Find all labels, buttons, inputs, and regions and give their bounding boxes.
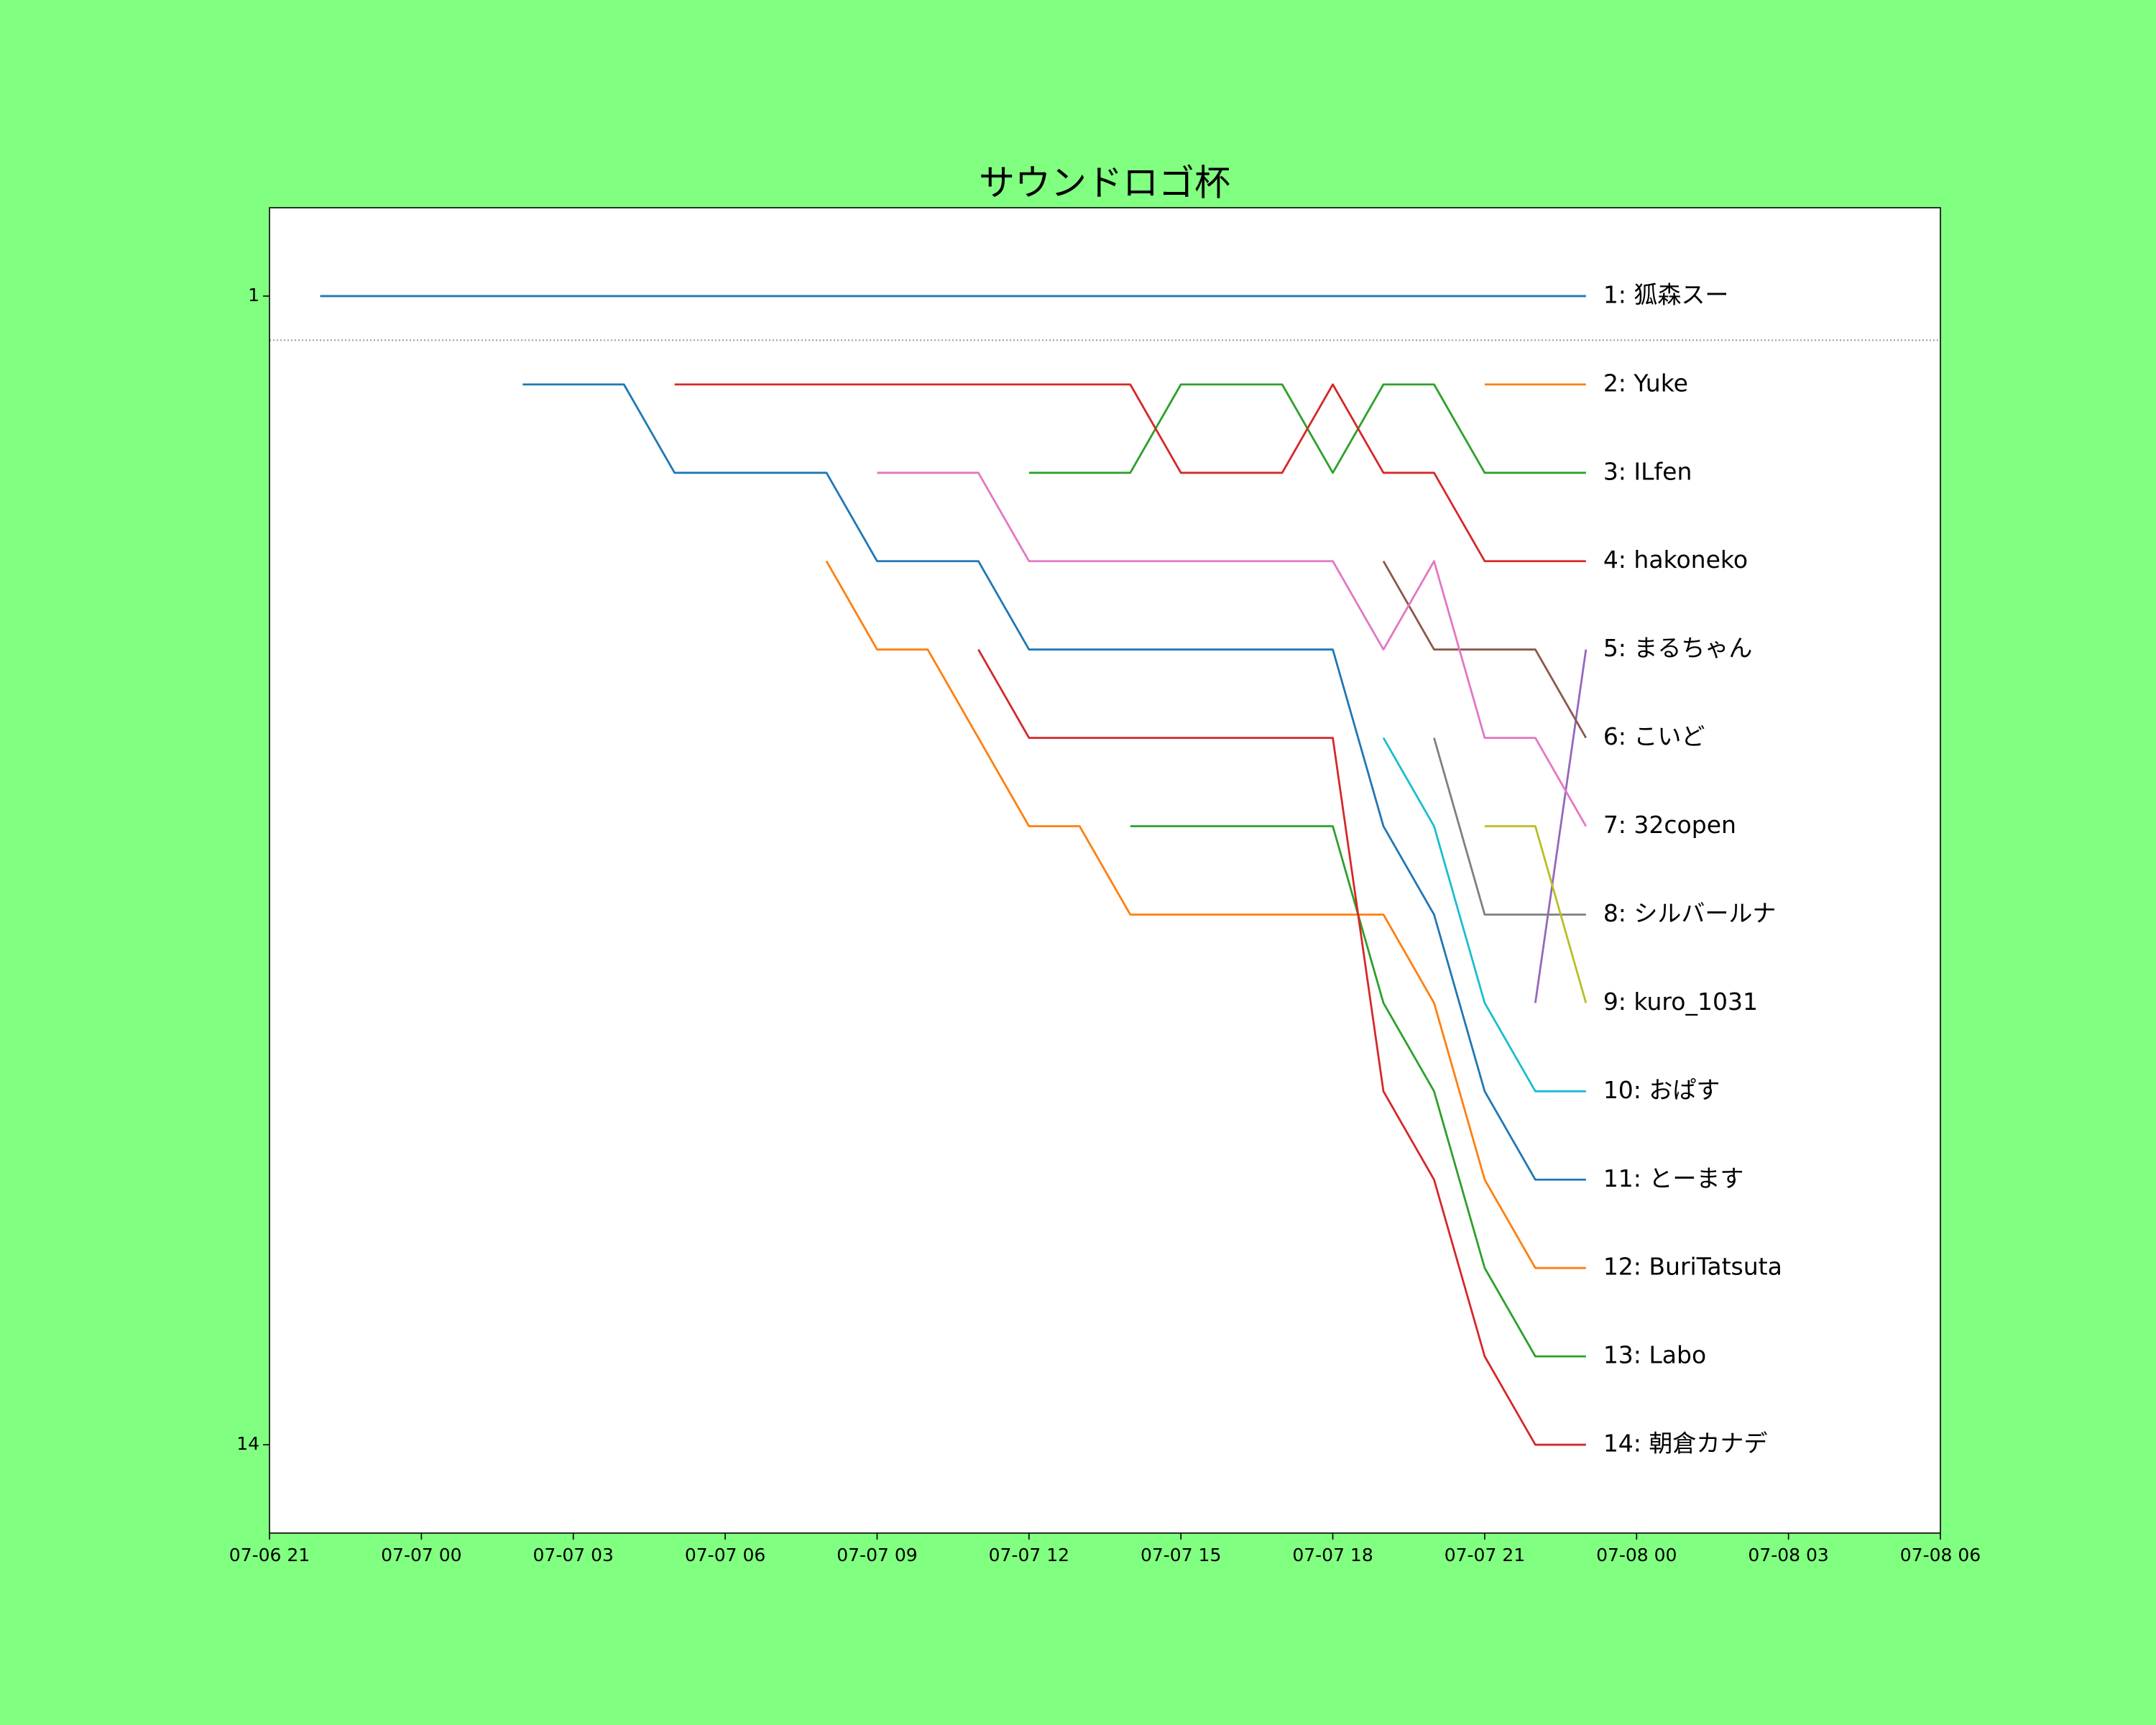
x-tick-label: 07-08 00 [1596,1545,1677,1565]
series-label: 7: 32copen [1603,811,1736,839]
x-tick-label: 07-06 21 [229,1545,310,1565]
y-tick-label: 1 [248,285,259,305]
series-label: 13: Labo [1603,1341,1706,1369]
series-line [522,383,1586,1181]
x-tick-label: 07-07 12 [989,1545,1069,1565]
series-line [977,648,1586,1446]
plot-frame [269,207,1941,1534]
series-line [877,472,1588,827]
series-label: 2: Yuke [1603,369,1688,397]
y-tick-label: 14 [236,1433,259,1454]
series-label: 6: こいど [1603,722,1705,750]
x-tick-label: 07-08 03 [1748,1545,1828,1565]
series-label: 3: ILfen [1603,457,1692,485]
x-tick-label: 07-07 06 [685,1545,765,1565]
series-line [1534,649,1588,1003]
series-label: 4: hakoneko [1603,546,1748,574]
series-label: 10: おぱす [1603,1076,1720,1104]
chart-title: サウンドロゴ杯 [979,162,1230,204]
x-tick-label: 07-07 21 [1445,1545,1525,1565]
x-tick-label: 07-07 03 [533,1545,614,1565]
series-line [1382,737,1586,1092]
series-label: 8: シルバールナ [1603,899,1777,927]
x-tick-label: 07-07 18 [1292,1545,1373,1565]
series-label: 1: 狐森スー [1603,280,1729,308]
series-line [1382,561,1588,739]
series-label: 9: kuro_1031 [1603,988,1758,1016]
x-tick-label: 07-07 00 [381,1545,461,1565]
x-tick-label: 07-07 09 [837,1545,917,1565]
series-line [1484,825,1588,1003]
series-label: 5: まるちゃん [1603,634,1753,662]
series-label: 14: 朝倉カナデ [1603,1430,1768,1458]
x-tick-label: 07-08 06 [1900,1545,1981,1565]
x-tick-label: 07-07 15 [1141,1545,1221,1565]
series-label: 12: BuriTatsuta [1603,1253,1782,1281]
series-label: 11: とーます [1603,1164,1744,1192]
series-line [674,383,1586,563]
series-line [825,561,1586,1269]
